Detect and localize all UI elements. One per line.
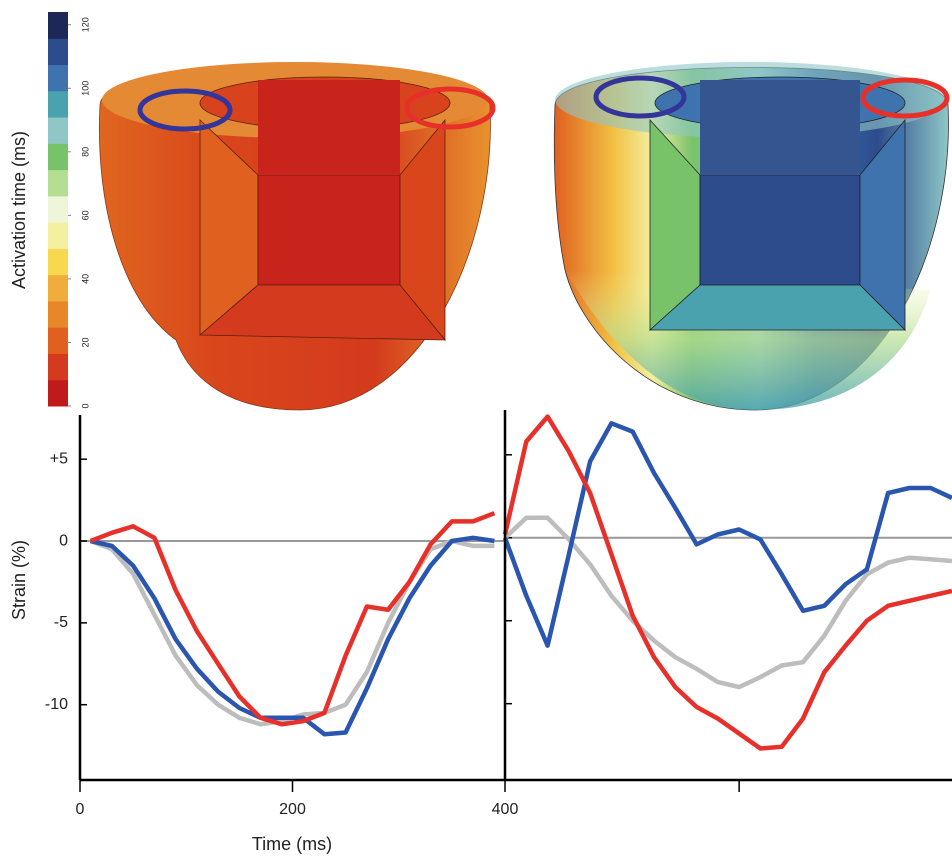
color-band <box>48 301 68 328</box>
colorbar-tick-label: 80 <box>80 147 90 157</box>
color-band <box>48 143 68 170</box>
colorbar-tick-label: 100 <box>80 81 90 96</box>
strain-line <box>91 513 495 724</box>
x-axis-label: Time (ms) <box>252 834 332 854</box>
color-band <box>48 170 68 197</box>
color-band <box>48 222 68 249</box>
heart-right <box>554 62 948 410</box>
color-band <box>48 91 68 118</box>
color-band <box>48 12 68 39</box>
color-band <box>48 327 68 354</box>
strain-line <box>505 417 952 749</box>
y-tick-label: -5 <box>54 614 68 631</box>
y-tick-label: 0 <box>59 532 68 549</box>
color-band <box>48 196 68 223</box>
x-tick-label: 0 <box>76 801 85 818</box>
colorbar-label: Activation time (ms) <box>9 131 29 289</box>
strain-line <box>91 541 495 724</box>
colorbar-tick-label: 120 <box>80 17 90 32</box>
colorbar-tick-label: 60 <box>80 210 90 220</box>
colorbar-tick-label: 0 <box>80 403 90 408</box>
color-band <box>48 65 68 92</box>
x-tick-label: 200 <box>279 801 306 818</box>
color-band <box>48 353 68 380</box>
color-band <box>48 117 68 144</box>
figure: Activation time (ms) Strain (%) Time (ms… <box>0 0 952 858</box>
color-band <box>48 380 68 407</box>
y-tick-label: +5 <box>50 450 68 467</box>
color-band <box>48 38 68 65</box>
heart-left <box>99 62 493 410</box>
colorbar-tick-label: 20 <box>80 337 90 347</box>
x-tick-label: 400 <box>492 801 519 818</box>
color-band <box>48 248 68 275</box>
y-tick-label: -10 <box>45 696 68 713</box>
color-band <box>48 275 68 302</box>
y-axis-label: Strain (%) <box>9 540 29 620</box>
colorbar-tick-label: 40 <box>80 274 90 284</box>
strain-line <box>91 538 495 734</box>
